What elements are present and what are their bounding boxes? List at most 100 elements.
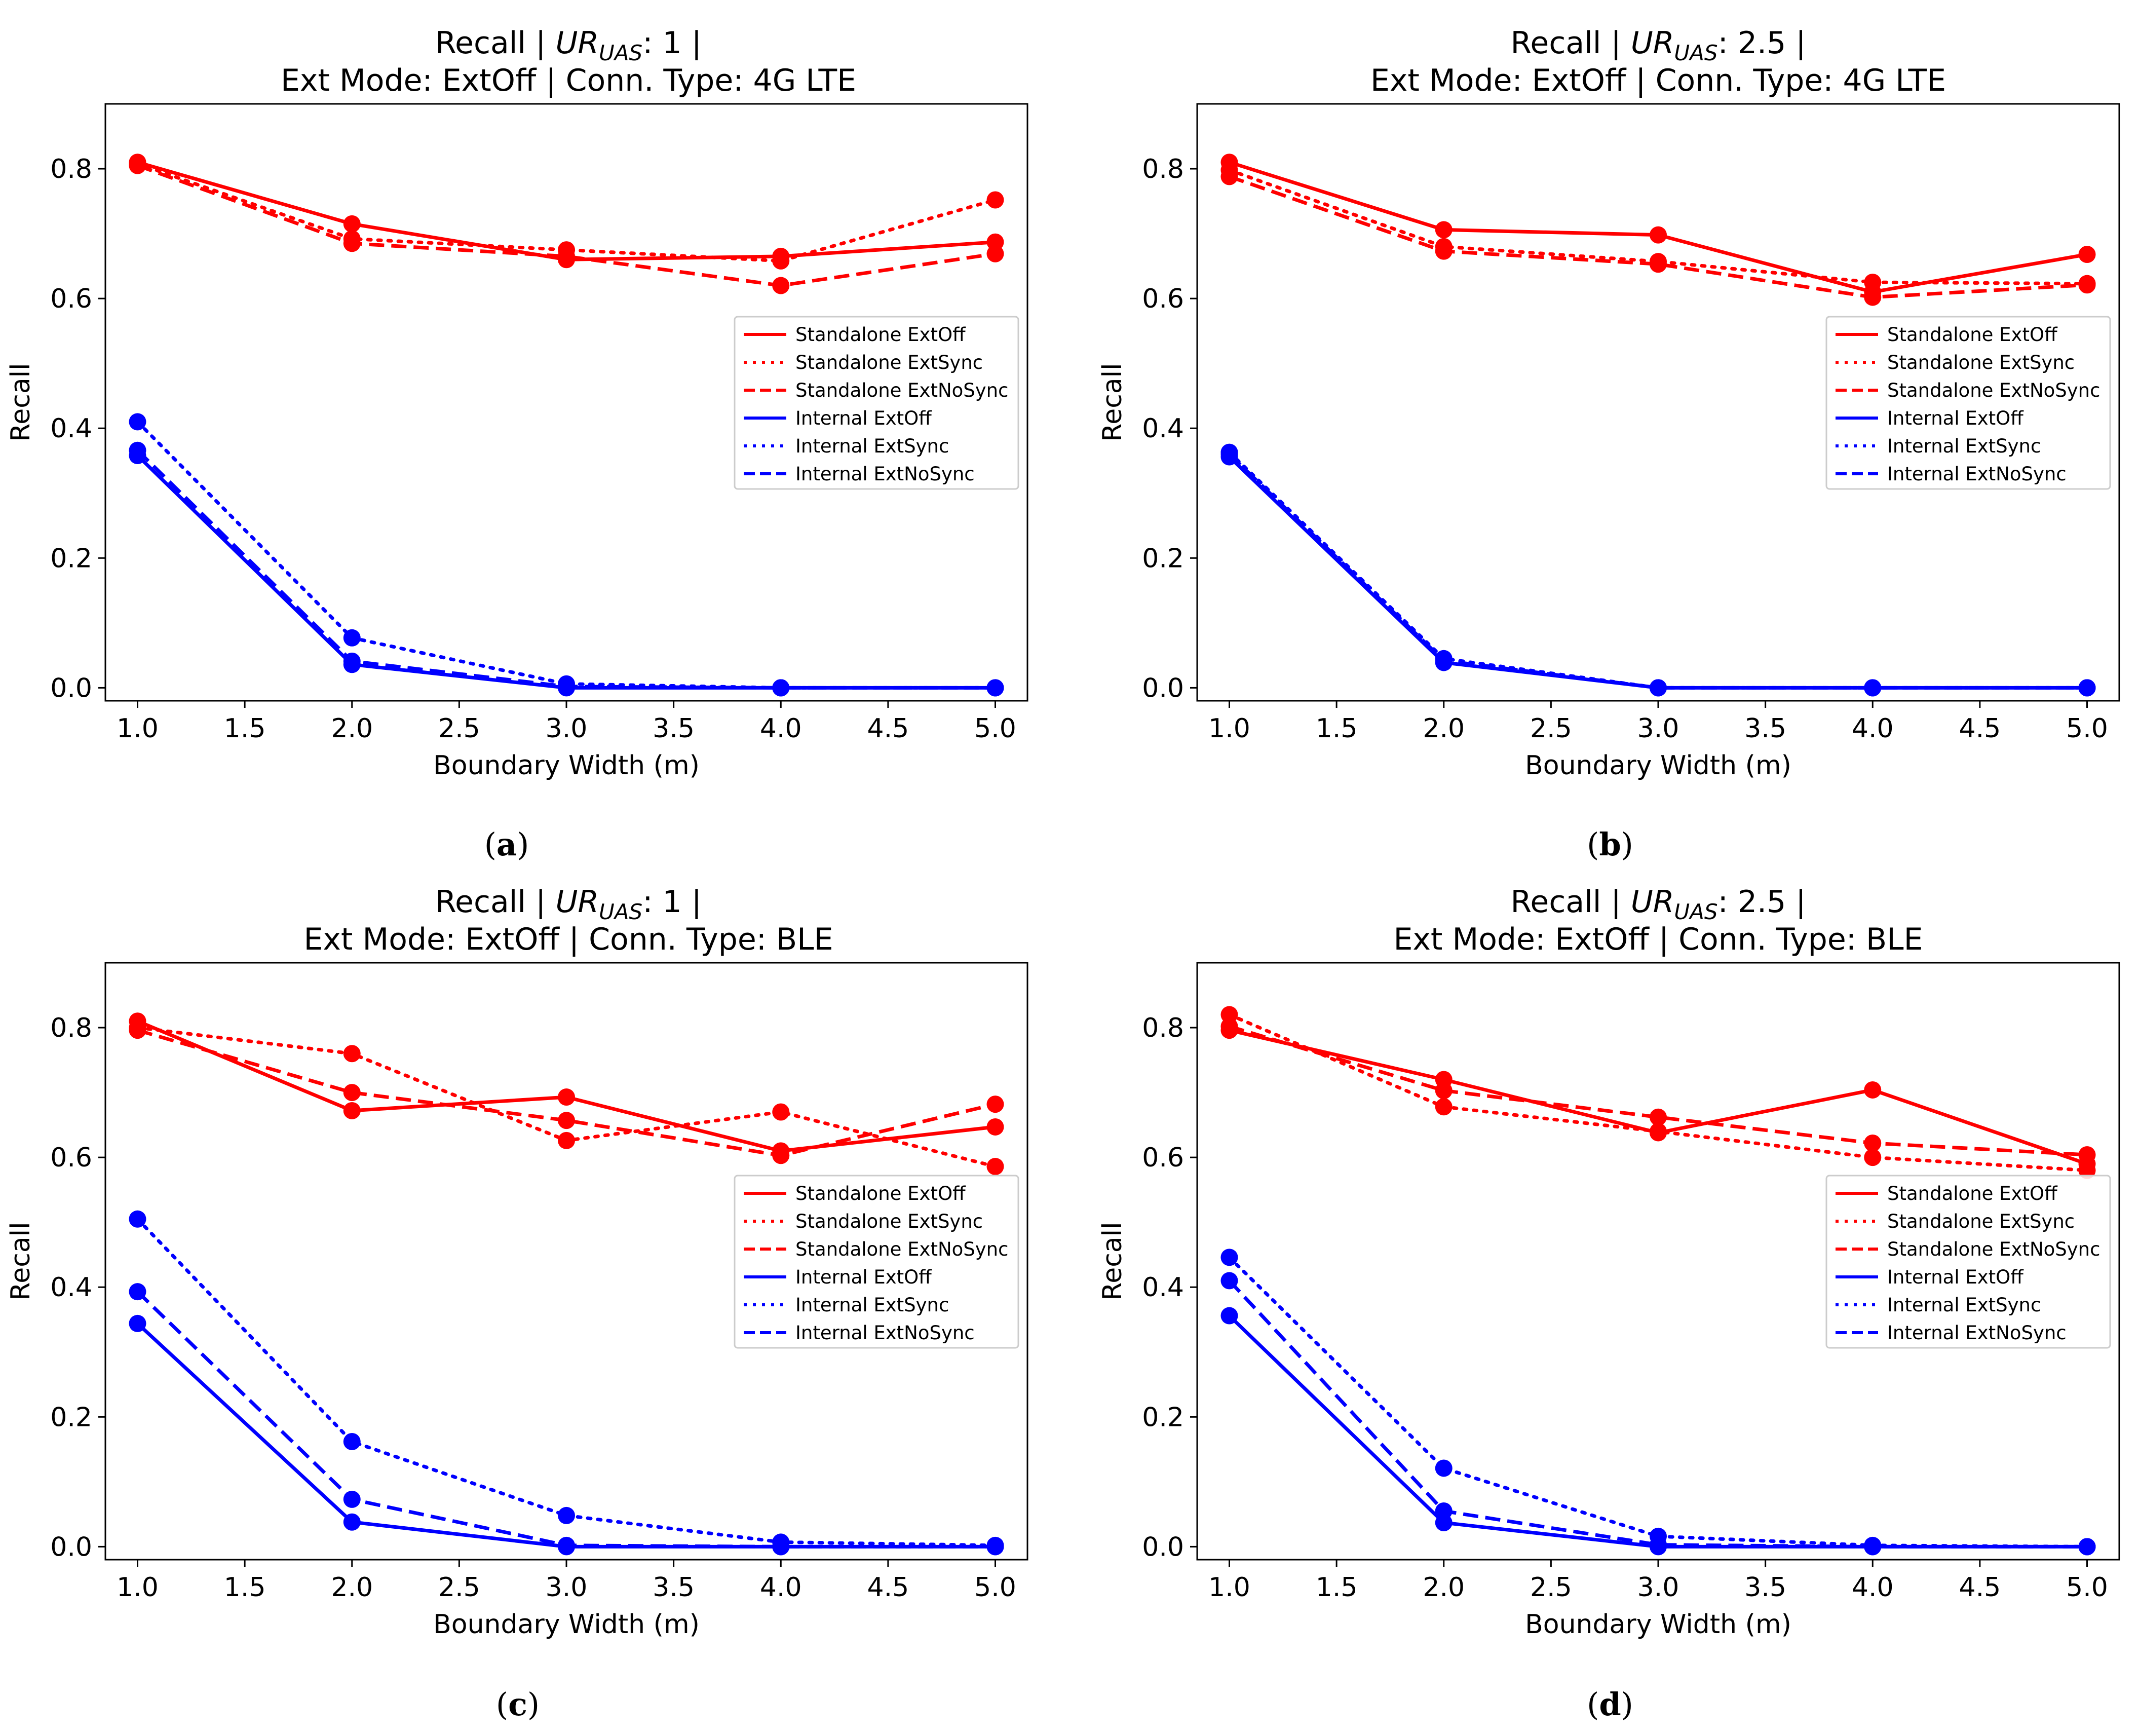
title-prefix: Recall | xyxy=(435,884,555,920)
panel-caption: (d) xyxy=(1587,1686,1633,1723)
data-point xyxy=(1650,1536,1667,1554)
data-point xyxy=(2078,1146,2096,1164)
legend-label: Standalone ExtOff xyxy=(1887,324,2058,346)
y-tick-label: 0.6 xyxy=(1142,1143,1184,1173)
y-tick-label: 0.2 xyxy=(50,543,92,574)
x-tick-label: 3.0 xyxy=(546,1572,588,1603)
legend-label: Standalone ExtOff xyxy=(1887,1183,2058,1204)
title-prefix: Recall | xyxy=(1510,25,1630,61)
data-point xyxy=(129,157,146,174)
data-point xyxy=(343,629,361,647)
series-line-internal-extoff xyxy=(1228,456,2087,690)
legend-label: Standalone ExtSync xyxy=(795,352,983,373)
legend-label: Standalone ExtNoSync xyxy=(1887,1238,2100,1260)
data-point xyxy=(343,1045,361,1063)
legend-label: Standalone ExtNoSync xyxy=(1887,380,2100,401)
data-point xyxy=(343,1084,361,1102)
x-tick-label: 5.0 xyxy=(2066,1572,2108,1603)
data-point xyxy=(1435,221,1453,239)
y-axis-label: Recall xyxy=(1097,1222,1128,1300)
legend-label: Internal ExtOff xyxy=(1887,1266,2024,1288)
title-prefix: Recall | xyxy=(435,25,555,61)
x-axis-label: Boundary Width (m) xyxy=(1525,1609,1791,1640)
data-point xyxy=(343,652,361,670)
data-point xyxy=(2078,276,2096,294)
data-point xyxy=(1220,1249,1238,1266)
title-uas-subscript: UAS xyxy=(1674,41,1717,65)
x-tick-label: 1.0 xyxy=(1208,1572,1250,1603)
data-point xyxy=(558,677,575,695)
series-line-standalone-extsync xyxy=(1228,168,2089,286)
y-tick-label: 0.4 xyxy=(50,1272,92,1303)
x-tick-label: 4.0 xyxy=(1852,1572,1894,1603)
series-line-internal-extnosync xyxy=(1228,1279,2087,1549)
x-axis-label: Boundary Width (m) xyxy=(433,1609,700,1640)
data-point xyxy=(558,1536,575,1554)
series-line-standalone-extnosync xyxy=(137,1028,996,1157)
x-tick-label: 2.0 xyxy=(1423,713,1465,744)
data-point xyxy=(129,1314,146,1332)
chart-panel-c: Recall | URUAS: 1 |Ext Mode: ExtOff | Co… xyxy=(6,884,1028,1723)
x-tick-label: 2.5 xyxy=(1530,713,1572,744)
title-suffix: : 2.5 | xyxy=(1718,884,1806,920)
data-point xyxy=(772,1103,790,1121)
x-tick-label: 4.0 xyxy=(760,713,802,744)
x-tick-label: 1.0 xyxy=(1208,713,1250,744)
data-point xyxy=(1650,1122,1667,1140)
x-tick-label: 3.5 xyxy=(1744,1572,1786,1603)
data-point xyxy=(986,1096,1004,1113)
y-axis-label: Recall xyxy=(6,1222,36,1300)
y-axis-label: Recall xyxy=(6,363,36,441)
data-point xyxy=(772,277,790,294)
title-ur: UR xyxy=(555,884,599,920)
x-axis-label: Boundary Width (m) xyxy=(1525,750,1791,781)
data-point xyxy=(343,1513,361,1531)
data-point xyxy=(772,252,790,270)
data-point xyxy=(2078,1538,2096,1556)
chart-title-line2: Ext Mode: ExtOff | Conn. Type: 4G LTE xyxy=(1370,63,1946,98)
panel-caption: (b) xyxy=(1587,826,1633,863)
x-tick-label: 2.0 xyxy=(331,1572,373,1603)
x-tick-label: 1.5 xyxy=(224,1572,266,1603)
x-tick-label: 1.5 xyxy=(1316,713,1358,744)
data-point xyxy=(343,1490,361,1508)
series-line-standalone-extoff xyxy=(137,1019,996,1153)
x-tick-label: 4.5 xyxy=(1959,1572,2001,1603)
x-tick-label: 4.5 xyxy=(867,713,909,744)
panel-caption: (a) xyxy=(484,826,529,863)
data-point xyxy=(1864,288,1882,306)
y-tick-label: 0.4 xyxy=(1142,413,1184,444)
data-point xyxy=(558,1112,575,1129)
data-point xyxy=(1220,1272,1238,1290)
data-point xyxy=(129,413,146,431)
data-point xyxy=(1650,226,1667,244)
title-ur: UR xyxy=(1631,25,1674,61)
data-point xyxy=(1864,1081,1882,1099)
data-point xyxy=(1864,274,1882,291)
data-point xyxy=(1220,1307,1238,1325)
data-point xyxy=(1435,652,1453,669)
chart-panel-a: Recall | URUAS: 1 |Ext Mode: ExtOff | Co… xyxy=(6,25,1028,863)
x-tick-label: 4.5 xyxy=(867,1572,909,1603)
series-line-internal-extsync xyxy=(1228,450,2089,690)
data-point xyxy=(2078,246,2096,263)
x-tick-label: 2.5 xyxy=(438,713,480,744)
legend-label: Standalone ExtSync xyxy=(1887,1211,2075,1232)
legend-label: Internal ExtSync xyxy=(795,1294,949,1316)
y-tick-label: 0.8 xyxy=(1142,1013,1184,1043)
legend: Standalone ExtOff Standalone ExtSync Stand… xyxy=(1825,1175,2111,1349)
y-tick-label: 0.2 xyxy=(1142,1402,1184,1432)
x-tick-label: 5.0 xyxy=(974,1572,1016,1603)
data-point xyxy=(343,235,361,252)
x-tick-label: 3.0 xyxy=(1637,1572,1679,1603)
data-point xyxy=(1864,1149,1882,1166)
y-tick-label: 0.2 xyxy=(50,1402,92,1432)
data-point xyxy=(343,215,361,233)
data-point xyxy=(343,1102,361,1119)
chart-title-line1: Recall | URUAS: 2.5 | xyxy=(1510,25,1806,65)
y-tick-label: 0.6 xyxy=(1142,284,1184,314)
x-tick-label: 4.0 xyxy=(1852,713,1894,744)
legend-label: Standalone ExtSync xyxy=(795,1211,983,1232)
y-tick-label: 0.4 xyxy=(1142,1272,1184,1303)
